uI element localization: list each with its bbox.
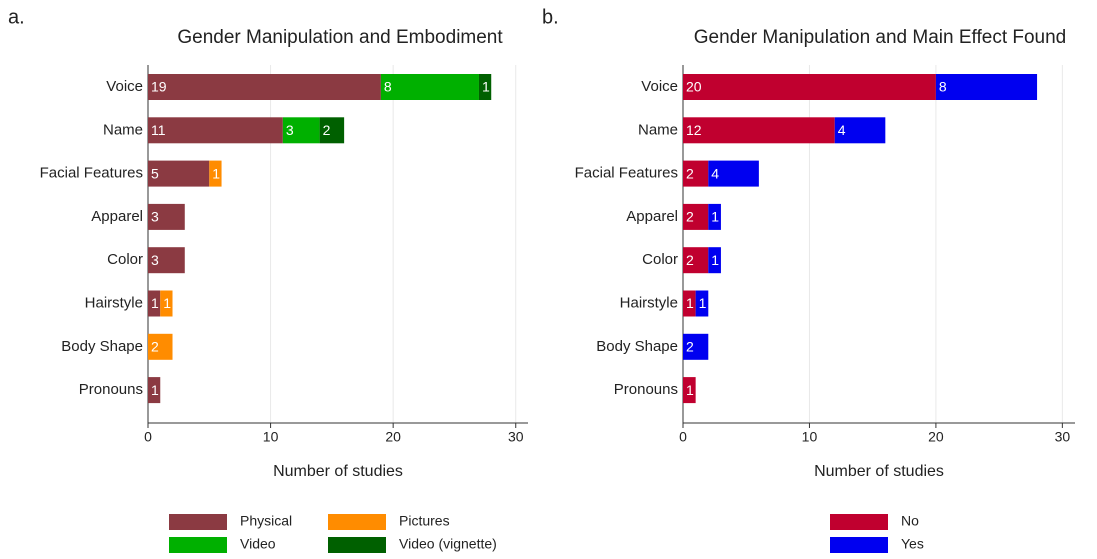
legend-swatch [328,514,386,530]
legend-label: Video (vignette) [399,536,497,552]
y-tick-label: Voice [641,78,678,95]
bar-segment [708,247,721,274]
bar-segment [708,160,759,187]
y-tick-label: Body Shape [596,338,678,355]
legend-swatch [169,537,227,553]
x-axis-label: Number of studies [273,463,403,480]
y-tick-label: Color [107,251,143,268]
value-label: 1 [699,295,707,311]
value-label: 1 [151,382,159,398]
value-label: 1 [711,209,719,225]
y-tick-label: Hairstyle [85,294,143,311]
bar-segment [683,74,936,100]
value-label: 12 [686,122,702,138]
value-label: 1 [686,295,694,311]
value-label: 8 [384,79,392,95]
x-tick-label: 10 [263,429,279,445]
value-label: 2 [686,252,694,268]
legend-label: Physical [240,513,292,529]
legend-swatch [830,514,888,530]
panel-label: b. [542,6,559,28]
value-label: 20 [686,79,702,95]
legend-swatch [830,537,888,553]
bar-segment [683,117,835,144]
y-tick-label: Pronouns [79,381,143,398]
bar-segment [319,117,345,144]
value-label: 1 [686,382,694,398]
panel-label: a. [8,6,25,28]
y-tick-label: Apparel [626,208,678,225]
x-tick-label: 20 [928,429,944,445]
y-tick-label: Apparel [91,208,143,225]
bar-segment [148,74,381,100]
bar-segment [683,290,696,317]
legend-swatch [328,537,386,553]
bar-segment [148,203,185,230]
value-label: 1 [151,295,159,311]
value-label: 2 [151,339,159,355]
bar-segment [282,117,320,144]
y-tick-label: Pronouns [614,381,678,398]
y-tick-label: Name [638,121,678,138]
bar-segment [683,247,709,274]
x-tick-label: 30 [508,429,524,445]
x-axis-label: Number of studies [814,463,944,480]
bar-segment [683,203,709,230]
x-tick-label: 10 [802,429,818,445]
legend-label: Pictures [399,513,450,529]
bar-segment [695,290,709,317]
value-label: 3 [151,252,159,268]
bar-segment [209,160,222,187]
value-label: 1 [711,252,719,268]
value-label: 2 [323,122,331,138]
bar-segment [683,333,709,360]
bar-segment [935,74,1038,100]
y-tick-label: Body Shape [61,338,143,355]
y-tick-label: Hairstyle [620,294,678,311]
bar-segment [148,333,173,360]
legend-label: Video [240,536,276,552]
bar-segment [148,160,210,187]
y-tick-label: Facial Features [40,165,143,182]
value-label: 2 [686,165,694,181]
value-label: 19 [151,79,167,95]
bar-segment [380,74,479,100]
bar-segment [834,117,886,144]
bar-segment [148,117,283,144]
x-tick-label: 30 [1055,429,1071,445]
bar-segment [160,290,173,317]
value-label: 3 [286,122,294,138]
chart-title: Gender Manipulation and Embodiment [177,27,503,48]
value-label: 11 [151,122,166,138]
x-tick-label: 0 [144,429,152,445]
value-label: 4 [711,165,719,181]
value-label: 1 [482,79,490,95]
legend-swatch [169,514,227,530]
value-label: 2 [686,339,694,355]
bar-segment [683,160,709,187]
value-label: 1 [163,295,171,311]
value-label: 8 [939,79,947,95]
value-label: 3 [151,209,159,225]
value-label: 5 [151,165,159,181]
bar-segment [148,377,161,404]
y-tick-label: Voice [106,78,143,95]
bar-segment [148,290,161,317]
value-label: 4 [838,122,846,138]
y-tick-label: Name [103,121,143,138]
chart-title: Gender Manipulation and Main Effect Foun… [694,27,1067,48]
x-tick-label: 0 [679,429,687,445]
legend-label: No [901,513,919,529]
value-label: 2 [686,209,694,225]
x-tick-label: 20 [385,429,401,445]
bar-segment [478,74,492,100]
y-tick-label: Color [642,251,678,268]
value-label: 1 [212,165,220,181]
bar-segment [148,247,185,274]
bar-segment [683,377,696,404]
bar-segment [708,203,721,230]
legend-label: Yes [901,536,924,552]
y-tick-label: Facial Features [575,165,678,182]
